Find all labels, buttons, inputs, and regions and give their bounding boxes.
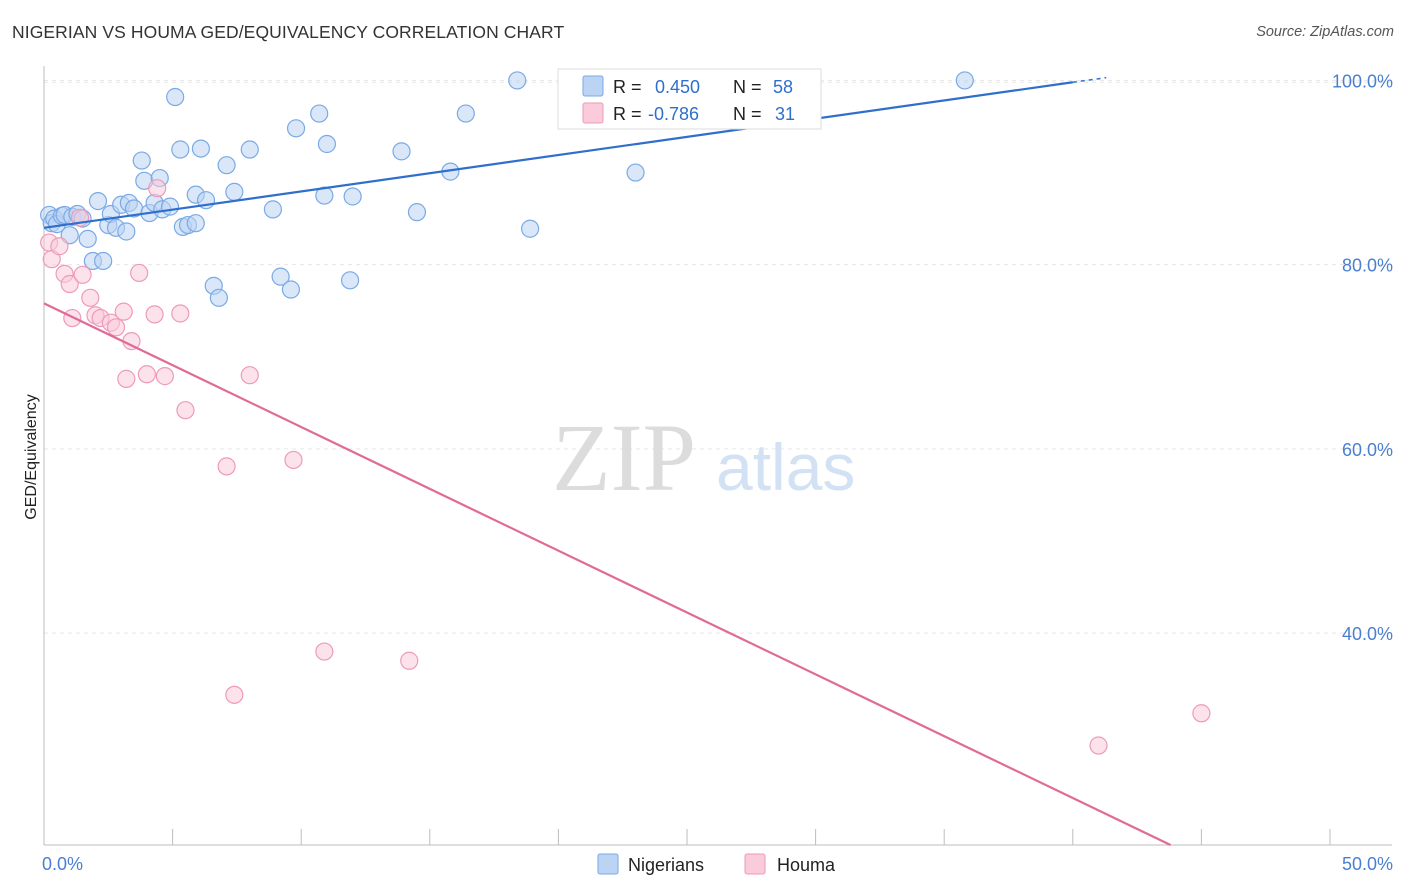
y-tick-label: 40.0%: [1342, 624, 1393, 644]
point-nigerians: [171, 140, 190, 159]
point-houma: [148, 179, 167, 198]
point-nigerians: [508, 71, 527, 90]
point-nigerians: [225, 182, 244, 201]
point-houma: [81, 288, 100, 307]
point-nigerians: [271, 267, 290, 286]
y-axis-label: GED/Equivalency: [23, 394, 40, 519]
point-houma: [73, 265, 92, 284]
data-points: [40, 71, 1211, 755]
point-nigerians: [955, 71, 974, 90]
tick-labels: 40.0% 60.0% 80.0% 100.0% 0.0% 50.0%: [42, 71, 1393, 874]
watermark: ZIP atlas: [552, 404, 855, 511]
point-nigerians: [392, 142, 411, 161]
legend-series: Nigerians Houma: [597, 853, 836, 875]
point-nigerians: [217, 156, 236, 175]
point-houma: [50, 237, 69, 256]
point-houma: [400, 651, 419, 670]
point-houma: [284, 450, 303, 470]
legend-n-label: N =: [733, 104, 762, 124]
legend-r-label: R =: [613, 104, 642, 124]
point-nigerians: [132, 151, 151, 170]
legend-n-value: 58: [773, 77, 793, 97]
point-nigerians: [191, 139, 210, 158]
point-nigerians: [117, 222, 136, 241]
point-nigerians: [263, 200, 283, 219]
point-houma: [117, 369, 136, 388]
legend-r-value: -0.786: [648, 104, 699, 124]
chart-title: NIGERIAN VS HOUMA GED/EQUIVALENCY CORREL…: [12, 22, 565, 42]
point-nigerians: [521, 219, 540, 238]
point-houma: [176, 401, 195, 420]
point-houma: [225, 685, 244, 704]
legend-label-houma: Houma: [777, 855, 836, 875]
point-nigerians: [626, 163, 645, 182]
axes: [43, 66, 1392, 846]
point-houma: [240, 366, 259, 385]
point-nigerians: [286, 119, 306, 138]
legend-swatch-nigerians: [597, 853, 619, 875]
point-houma: [106, 318, 126, 337]
point-houma: [114, 302, 133, 321]
point-nigerians: [310, 104, 329, 123]
point-nigerians: [94, 251, 113, 271]
trendline-houma: [43, 302, 1172, 846]
point-nigerians: [343, 187, 362, 206]
legend-r-label: R =: [613, 77, 642, 97]
legend-swatch-houma: [744, 853, 766, 875]
point-houma: [171, 304, 190, 323]
point-houma: [315, 642, 334, 661]
point-houma: [217, 457, 236, 476]
point-nigerians: [160, 197, 180, 216]
point-nigerians: [78, 229, 97, 248]
point-nigerians: [166, 87, 185, 107]
x-tick-label: 50.0%: [1342, 854, 1393, 874]
point-houma: [1192, 704, 1211, 723]
point-nigerians: [317, 134, 337, 154]
source-credit: Source: ZipAtlas.com: [1256, 24, 1394, 40]
point-houma: [1089, 736, 1108, 755]
point-houma: [137, 365, 156, 384]
point-nigerians: [456, 104, 475, 123]
point-nigerians: [281, 280, 301, 299]
y-tick-label: 60.0%: [1342, 440, 1393, 460]
point-nigerians: [340, 271, 360, 290]
point-nigerians: [186, 214, 205, 233]
legend-n-label: N =: [733, 77, 762, 97]
point-houma: [130, 263, 149, 283]
legend-swatch-nigerians: [582, 75, 604, 97]
trendline-nigerians: [43, 81, 1073, 229]
point-nigerians: [209, 288, 228, 307]
legend-r-value: 0.450: [655, 77, 700, 97]
point-houma: [155, 367, 174, 386]
watermark-atlas: atlas: [716, 430, 855, 504]
legend-label-nigerians: Nigerians: [628, 855, 704, 875]
y-tick-label: 80.0%: [1342, 256, 1393, 276]
legend-n-value: 31: [775, 104, 795, 124]
point-nigerians: [240, 140, 259, 159]
point-houma: [60, 274, 79, 294]
trendline-extension-nigerians: [1072, 76, 1107, 84]
y-tick-label: 100.0%: [1332, 71, 1393, 91]
watermark-zip: ZIP: [552, 404, 696, 511]
trendlines: [43, 76, 1172, 846]
legend-swatch-houma: [582, 102, 604, 124]
point-nigerians: [88, 191, 108, 211]
point-houma: [145, 305, 164, 324]
gridlines: [44, 79, 1392, 634]
x-tick-label: 0.0%: [42, 854, 83, 874]
legend-stats: R = 0.450 N = 58 R = -0.786 N = 31: [557, 68, 822, 130]
point-nigerians: [407, 203, 427, 222]
